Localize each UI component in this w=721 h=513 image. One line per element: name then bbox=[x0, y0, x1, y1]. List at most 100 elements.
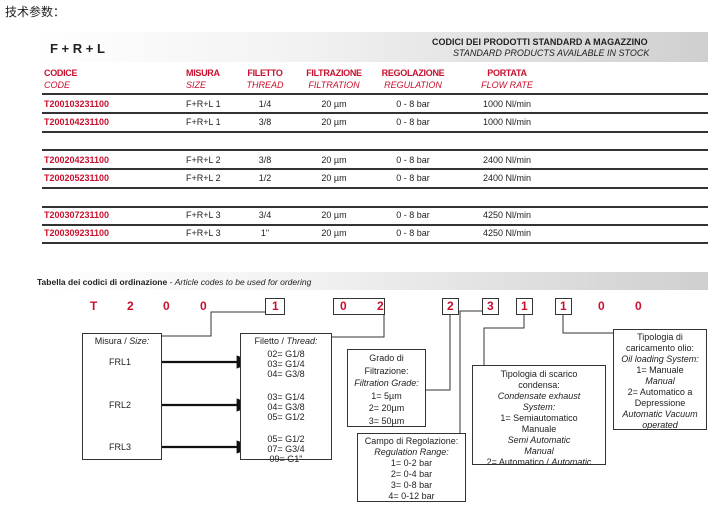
table-cell: 0 - 8 bar bbox=[396, 99, 430, 109]
stock-title: CODICI DEI PRODOTTI STANDARD A MAGAZZINO bbox=[432, 37, 648, 47]
thread-label-en: Thread: bbox=[286, 336, 318, 346]
exhaust-item-en: Manual bbox=[524, 446, 554, 456]
column-header: REGOLAZIONE bbox=[381, 68, 445, 78]
exhaust-item-en: Automatic bbox=[551, 457, 592, 467]
table-cell: 1" bbox=[260, 228, 270, 238]
exhaust-item: Manuale bbox=[521, 424, 557, 434]
product-code: T200104231100 bbox=[44, 117, 110, 127]
table-cell: F+R+L 1 bbox=[186, 99, 221, 109]
column-header: MISURA bbox=[186, 68, 220, 78]
oil-label: Tipologia di bbox=[637, 332, 683, 342]
table-cell: 0 - 8 bar bbox=[396, 173, 430, 183]
code-digit: 2 bbox=[377, 299, 384, 313]
exhaust-item-en: Semi Automatic bbox=[507, 435, 571, 445]
ordering-title-en: Article codes to be used for ordering bbox=[174, 277, 312, 287]
regulation-item: 3= 0-8 bar bbox=[390, 480, 433, 490]
regulation-item: 2= 0-4 bar bbox=[390, 469, 433, 479]
exhaust-box: Tipologia di scarico condensa: Condensat… bbox=[472, 365, 606, 467]
table-divider bbox=[42, 187, 708, 189]
table-cell: F+R+L 2 bbox=[186, 173, 221, 183]
code-digit: 2 bbox=[447, 299, 454, 313]
thread-item: 09= G1" bbox=[269, 454, 303, 464]
oil-item: 1= Manuale bbox=[636, 365, 684, 375]
table-cell: 3/4 bbox=[258, 210, 272, 220]
stock-subtitle: STANDARD PRODUCTS AVAILABLE IN STOCK bbox=[453, 48, 650, 58]
thread-item: 02= G1/8 bbox=[267, 349, 305, 359]
filtration-item: 2= 20µm bbox=[368, 403, 405, 413]
filtration-label: Grado di bbox=[369, 353, 404, 363]
code-digit: 2 bbox=[127, 299, 134, 313]
table-cell: 1000 Nl/min bbox=[482, 117, 532, 127]
table-cell: 4250 Nl/min bbox=[482, 228, 532, 238]
column-header: PORTATA bbox=[487, 68, 527, 78]
oil-item-en: Manual bbox=[645, 376, 675, 386]
table-cell: F+R+L 3 bbox=[186, 228, 221, 238]
column-header-en: SIZE bbox=[186, 80, 207, 90]
oil-item: 2= Automatico a bbox=[627, 387, 693, 397]
column-header-en: REGULATION bbox=[384, 80, 442, 90]
thread-label: Filetto / bbox=[254, 336, 287, 346]
code-digit: 1 bbox=[521, 299, 528, 313]
column-header: CODICE bbox=[44, 68, 78, 78]
digit-box bbox=[333, 298, 385, 315]
separator: - bbox=[167, 277, 175, 287]
table-cell: 0 - 8 bar bbox=[396, 155, 430, 165]
table-cell: 20 µm bbox=[321, 99, 347, 109]
table-divider bbox=[42, 93, 708, 95]
exhaust-label: Tipologia di scarico bbox=[500, 369, 578, 379]
column-header-en: FLOW RATE bbox=[481, 80, 533, 90]
size-item: FRL2 bbox=[109, 400, 132, 410]
table-divider bbox=[42, 224, 708, 226]
table-cell: 0 - 8 bar bbox=[396, 210, 430, 220]
table-cell: 20 µm bbox=[321, 117, 347, 127]
code-digit: 0 bbox=[635, 299, 642, 313]
code-digit: 0 bbox=[340, 299, 347, 313]
oil-item-en: Automatic Vacuum bbox=[622, 409, 698, 419]
oil-label: caricamento olio: bbox=[625, 343, 695, 353]
thread-item: 05= G1/2 bbox=[267, 412, 305, 422]
product-code: T200103231100 bbox=[44, 99, 110, 109]
thread-item: 04= G3/8 bbox=[267, 402, 305, 412]
size-item: FRL3 bbox=[109, 442, 132, 452]
digit-box bbox=[482, 298, 499, 315]
oil-label-en: Oil loading System: bbox=[621, 354, 699, 364]
exhaust-item: 1= Semiautomatico bbox=[500, 413, 578, 423]
table-cell: F+R+L 3 bbox=[186, 210, 221, 220]
code-digit: 0 bbox=[598, 299, 605, 313]
oil-item-en: operated bbox=[642, 420, 678, 430]
table-cell: 20 µm bbox=[321, 228, 347, 238]
regulation-item: 1= 0-2 bar bbox=[390, 458, 433, 468]
table-divider bbox=[42, 131, 708, 133]
digit-box bbox=[555, 298, 572, 315]
oil-item: Depressione bbox=[634, 398, 686, 408]
column-header: FILTRAZIONE bbox=[306, 68, 362, 78]
ordering-title: Tabella dei codici di ordinazione - Arti… bbox=[37, 277, 311, 287]
column-header-en: CODE bbox=[44, 80, 71, 90]
table-divider bbox=[42, 206, 708, 208]
product-code: T200309231100 bbox=[44, 228, 110, 238]
table-cell: 20 µm bbox=[321, 173, 347, 183]
table-divider bbox=[42, 168, 708, 170]
filtration-box: Grado di Filtrazione: Filtration Grade: … bbox=[347, 349, 426, 427]
column-header-en: FILTRATION bbox=[308, 80, 360, 90]
thread-item: 03= G1/4 bbox=[267, 359, 305, 369]
ordering-title-it: Tabella dei codici di ordinazione bbox=[37, 277, 168, 287]
filtration-label: Filtrazione: bbox=[364, 365, 409, 376]
thread-item: 07= G3/4 bbox=[267, 444, 305, 454]
thread-box: Filetto / Thread: 02= G1/8 03= G1/4 04= … bbox=[240, 333, 332, 464]
thread-item: 05= G1/2 bbox=[267, 434, 305, 444]
model-label: F + R + L bbox=[50, 41, 105, 56]
exhaust-item: 2= Automatico / bbox=[486, 457, 552, 467]
exhaust-label-en: Condensate exhaust bbox=[497, 391, 581, 401]
filtration-item: 1= 5µm bbox=[371, 390, 402, 401]
filtration-item: 3= 50µm bbox=[368, 415, 405, 426]
product-header-band bbox=[32, 32, 708, 62]
oil-box: Tipologia di caricamento olio: Oil loadi… bbox=[613, 329, 707, 430]
digit-box bbox=[516, 298, 533, 315]
size-box: Misura / Size: FRL1 FRL2 FRL3 bbox=[82, 333, 162, 460]
thread-item: 03= G1/4 bbox=[267, 392, 305, 402]
code-digit: 0 bbox=[200, 299, 207, 313]
table-divider bbox=[42, 149, 708, 151]
product-code: T200204231100 bbox=[44, 155, 110, 165]
filtration-label-en: Filtration Grade: bbox=[354, 378, 419, 388]
